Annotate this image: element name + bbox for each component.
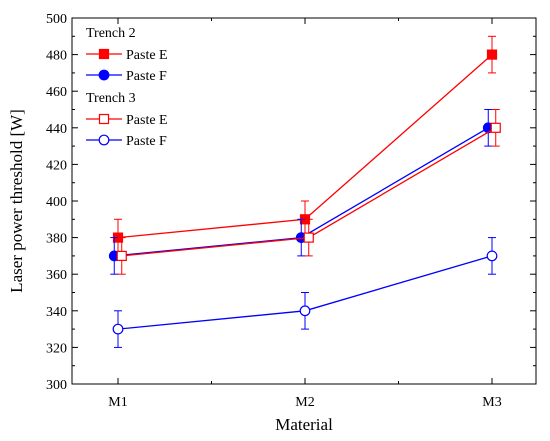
series-trench-3-paste-e [116,109,501,275]
y-tick-label: 420 [46,158,67,173]
y-axis-ticks: 300 320 340 360 380 400 420 440 460 480 500 [46,12,536,393]
y-tick-label: 400 [46,195,67,210]
x-axis-ticks: M1 M2 M3 [108,18,502,410]
y-tick-label: 320 [46,341,67,356]
series-trench-2-paste-f [108,109,494,275]
plot-frame [71,17,537,385]
data-point [112,323,124,335]
legend-label: Paste E [126,113,168,128]
data-point [486,49,498,60]
legend-item: Paste E [86,48,168,63]
y-tick-label: 480 [46,49,67,64]
legend-label: Paste F [126,134,167,149]
y-tick-label: 460 [46,85,67,100]
series-trench-2-paste-e [112,35,498,257]
data-point [490,122,501,133]
legend-marker [98,134,110,146]
y-tick-label: 380 [46,232,67,247]
legend-item: Paste F [86,69,167,84]
y-tick-label: 300 [46,378,67,393]
series-layer [108,35,501,348]
x-tick-label: M1 [108,395,127,410]
y-axis-title: Laser power threshold [W] [7,109,26,293]
legend-item: Paste F [86,134,167,149]
series-trench-3-paste-f [112,237,498,348]
y-tick-label: 440 [46,122,67,137]
y-tick-label: 340 [46,305,67,320]
data-point [116,250,127,261]
x-axis-title: Material [275,415,333,434]
data-point [303,232,314,243]
legend-group-title: Trench 3 [86,91,136,106]
x-tick-label: M3 [482,395,501,410]
y-tick-label: 500 [46,12,67,27]
data-point [486,250,498,262]
legend-label: Paste E [126,48,168,63]
y-tick-label: 360 [46,268,67,283]
legend-group-title: Trench 2 [86,26,136,41]
legend: Trench 2 Paste E Paste F Trench 3 Paste E Pas… [86,26,168,149]
legend-marker [98,113,110,125]
legend-label: Paste F [126,69,167,84]
legend-marker [98,48,110,60]
legend-item: Paste E [86,113,168,128]
legend-marker [98,69,110,81]
x-tick-label: M2 [295,395,314,410]
data-point [299,305,311,317]
